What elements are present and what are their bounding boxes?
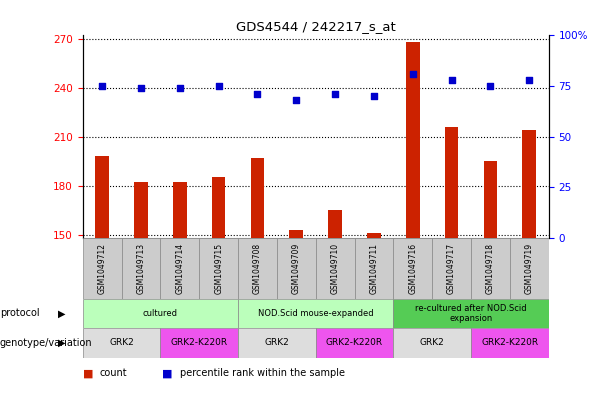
Bar	[83, 328, 161, 358]
Text: GSM1049710: GSM1049710	[330, 242, 340, 294]
Text: count: count	[100, 368, 128, 378]
Bar	[238, 299, 394, 328]
Bar	[406, 42, 419, 393]
Text: GRK2-K220R: GRK2-K220R	[170, 338, 228, 347]
Text: GRK2: GRK2	[264, 338, 289, 347]
Point	[408, 71, 417, 77]
Bar	[471, 328, 549, 358]
Bar	[83, 299, 238, 328]
Bar	[316, 238, 354, 299]
Point	[97, 83, 107, 89]
Text: genotype/variation: genotype/variation	[0, 338, 93, 348]
Text: GSM1049717: GSM1049717	[447, 242, 456, 294]
Bar	[522, 130, 536, 393]
Bar	[199, 238, 238, 299]
Bar	[173, 182, 186, 393]
Title: GDS4544 / 242217_s_at: GDS4544 / 242217_s_at	[236, 20, 395, 33]
Text: GRK2-K220R: GRK2-K220R	[326, 338, 383, 347]
Text: GSM1049716: GSM1049716	[408, 242, 417, 294]
Bar	[121, 238, 161, 299]
Bar	[510, 238, 549, 299]
Text: ■: ■	[83, 368, 93, 378]
Text: ▶: ▶	[58, 338, 66, 348]
Bar	[471, 238, 510, 299]
Text: GRK2-K220R: GRK2-K220R	[481, 338, 538, 347]
Text: percentile rank within the sample: percentile rank within the sample	[180, 368, 345, 378]
Bar	[212, 177, 226, 393]
Text: re-cultured after NOD.Scid
expansion: re-cultured after NOD.Scid expansion	[415, 304, 527, 323]
Bar	[96, 156, 109, 393]
Text: GSM1049715: GSM1049715	[214, 242, 223, 294]
Text: cultured: cultured	[143, 309, 178, 318]
Text: NOD.Scid mouse-expanded: NOD.Scid mouse-expanded	[258, 309, 373, 318]
Text: GSM1049709: GSM1049709	[292, 242, 301, 294]
Text: GSM1049712: GSM1049712	[97, 242, 107, 294]
Text: GRK2: GRK2	[109, 338, 134, 347]
Point	[447, 77, 457, 83]
Bar	[238, 238, 277, 299]
Point	[291, 97, 301, 103]
Bar	[329, 210, 342, 393]
Bar	[277, 238, 316, 299]
Bar	[134, 182, 148, 393]
Bar	[289, 230, 303, 393]
Point	[136, 85, 146, 91]
Text: protocol: protocol	[0, 309, 40, 318]
Bar	[161, 328, 238, 358]
Text: GSM1049719: GSM1049719	[525, 242, 534, 294]
Bar	[445, 127, 459, 393]
Text: GSM1049711: GSM1049711	[370, 242, 378, 294]
Bar	[316, 328, 394, 358]
Bar	[161, 238, 199, 299]
Bar	[83, 238, 121, 299]
Text: ▶: ▶	[58, 309, 66, 318]
Bar	[432, 238, 471, 299]
Text: GSM1049718: GSM1049718	[486, 242, 495, 294]
Bar	[367, 233, 381, 393]
Point	[175, 85, 185, 91]
Point	[253, 91, 262, 97]
Bar	[251, 158, 264, 393]
Point	[524, 77, 534, 83]
Point	[485, 83, 495, 89]
Point	[214, 83, 224, 89]
Text: GSM1049714: GSM1049714	[175, 242, 185, 294]
Point	[369, 93, 379, 99]
Text: GSM1049713: GSM1049713	[137, 242, 145, 294]
Bar	[394, 328, 471, 358]
Text: GSM1049708: GSM1049708	[253, 242, 262, 294]
Bar	[238, 328, 316, 358]
Bar	[354, 238, 394, 299]
Bar	[394, 299, 549, 328]
Bar	[484, 161, 497, 393]
Point	[330, 91, 340, 97]
Bar	[394, 238, 432, 299]
Text: GRK2: GRK2	[420, 338, 444, 347]
Text: ■: ■	[162, 368, 173, 378]
